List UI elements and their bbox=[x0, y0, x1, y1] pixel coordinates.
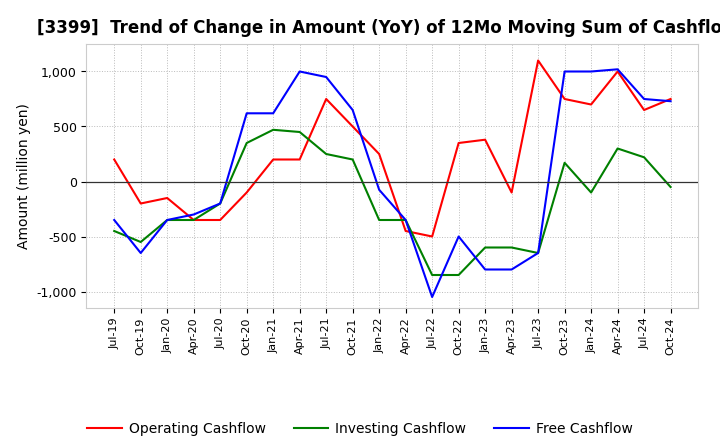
Operating Cashflow bbox=[136, 201, 145, 206]
Free Cashflow bbox=[136, 250, 145, 256]
Free Cashflow bbox=[666, 99, 675, 104]
Free Cashflow bbox=[534, 250, 542, 256]
Operating Cashflow bbox=[428, 234, 436, 239]
Free Cashflow bbox=[216, 201, 225, 206]
Operating Cashflow bbox=[534, 58, 542, 63]
Y-axis label: Amount (million yen): Amount (million yen) bbox=[17, 103, 31, 249]
Investing Cashflow bbox=[666, 184, 675, 190]
Free Cashflow bbox=[110, 217, 119, 223]
Investing Cashflow bbox=[163, 217, 171, 223]
Investing Cashflow bbox=[348, 157, 357, 162]
Line: Investing Cashflow: Investing Cashflow bbox=[114, 130, 670, 275]
Free Cashflow bbox=[640, 96, 649, 102]
Free Cashflow bbox=[454, 234, 463, 239]
Investing Cashflow bbox=[481, 245, 490, 250]
Free Cashflow bbox=[375, 187, 384, 192]
Investing Cashflow bbox=[613, 146, 622, 151]
Investing Cashflow bbox=[534, 250, 542, 256]
Investing Cashflow bbox=[295, 129, 304, 135]
Free Cashflow bbox=[401, 217, 410, 223]
Operating Cashflow bbox=[163, 195, 171, 201]
Title: [3399]  Trend of Change in Amount (YoY) of 12Mo Moving Sum of Cashflows: [3399] Trend of Change in Amount (YoY) o… bbox=[37, 19, 720, 37]
Investing Cashflow bbox=[587, 190, 595, 195]
Free Cashflow bbox=[269, 110, 277, 116]
Operating Cashflow bbox=[560, 96, 569, 102]
Operating Cashflow bbox=[243, 190, 251, 195]
Investing Cashflow bbox=[243, 140, 251, 146]
Free Cashflow bbox=[348, 107, 357, 113]
Line: Free Cashflow: Free Cashflow bbox=[114, 69, 670, 297]
Operating Cashflow bbox=[189, 217, 198, 223]
Operating Cashflow bbox=[613, 69, 622, 74]
Operating Cashflow bbox=[454, 140, 463, 146]
Free Cashflow bbox=[322, 74, 330, 80]
Free Cashflow bbox=[613, 66, 622, 72]
Investing Cashflow bbox=[189, 217, 198, 223]
Investing Cashflow bbox=[428, 272, 436, 278]
Operating Cashflow bbox=[269, 157, 277, 162]
Operating Cashflow bbox=[481, 137, 490, 143]
Investing Cashflow bbox=[136, 239, 145, 245]
Investing Cashflow bbox=[216, 201, 225, 206]
Operating Cashflow bbox=[295, 157, 304, 162]
Line: Operating Cashflow: Operating Cashflow bbox=[114, 61, 670, 237]
Investing Cashflow bbox=[508, 245, 516, 250]
Free Cashflow bbox=[189, 212, 198, 217]
Operating Cashflow bbox=[587, 102, 595, 107]
Operating Cashflow bbox=[110, 157, 119, 162]
Free Cashflow bbox=[243, 110, 251, 116]
Operating Cashflow bbox=[508, 190, 516, 195]
Investing Cashflow bbox=[640, 155, 649, 160]
Investing Cashflow bbox=[454, 272, 463, 278]
Free Cashflow bbox=[163, 217, 171, 223]
Free Cashflow bbox=[428, 294, 436, 300]
Operating Cashflow bbox=[640, 107, 649, 113]
Operating Cashflow bbox=[375, 151, 384, 157]
Legend: Operating Cashflow, Investing Cashflow, Free Cashflow: Operating Cashflow, Investing Cashflow, … bbox=[82, 417, 638, 440]
Free Cashflow bbox=[560, 69, 569, 74]
Investing Cashflow bbox=[560, 160, 569, 165]
Investing Cashflow bbox=[375, 217, 384, 223]
Operating Cashflow bbox=[216, 217, 225, 223]
Operating Cashflow bbox=[348, 124, 357, 129]
Investing Cashflow bbox=[269, 127, 277, 132]
Operating Cashflow bbox=[401, 228, 410, 234]
Investing Cashflow bbox=[110, 228, 119, 234]
Free Cashflow bbox=[295, 69, 304, 74]
Free Cashflow bbox=[508, 267, 516, 272]
Free Cashflow bbox=[587, 69, 595, 74]
Operating Cashflow bbox=[666, 96, 675, 102]
Investing Cashflow bbox=[322, 151, 330, 157]
Free Cashflow bbox=[481, 267, 490, 272]
Investing Cashflow bbox=[401, 217, 410, 223]
Operating Cashflow bbox=[322, 96, 330, 102]
